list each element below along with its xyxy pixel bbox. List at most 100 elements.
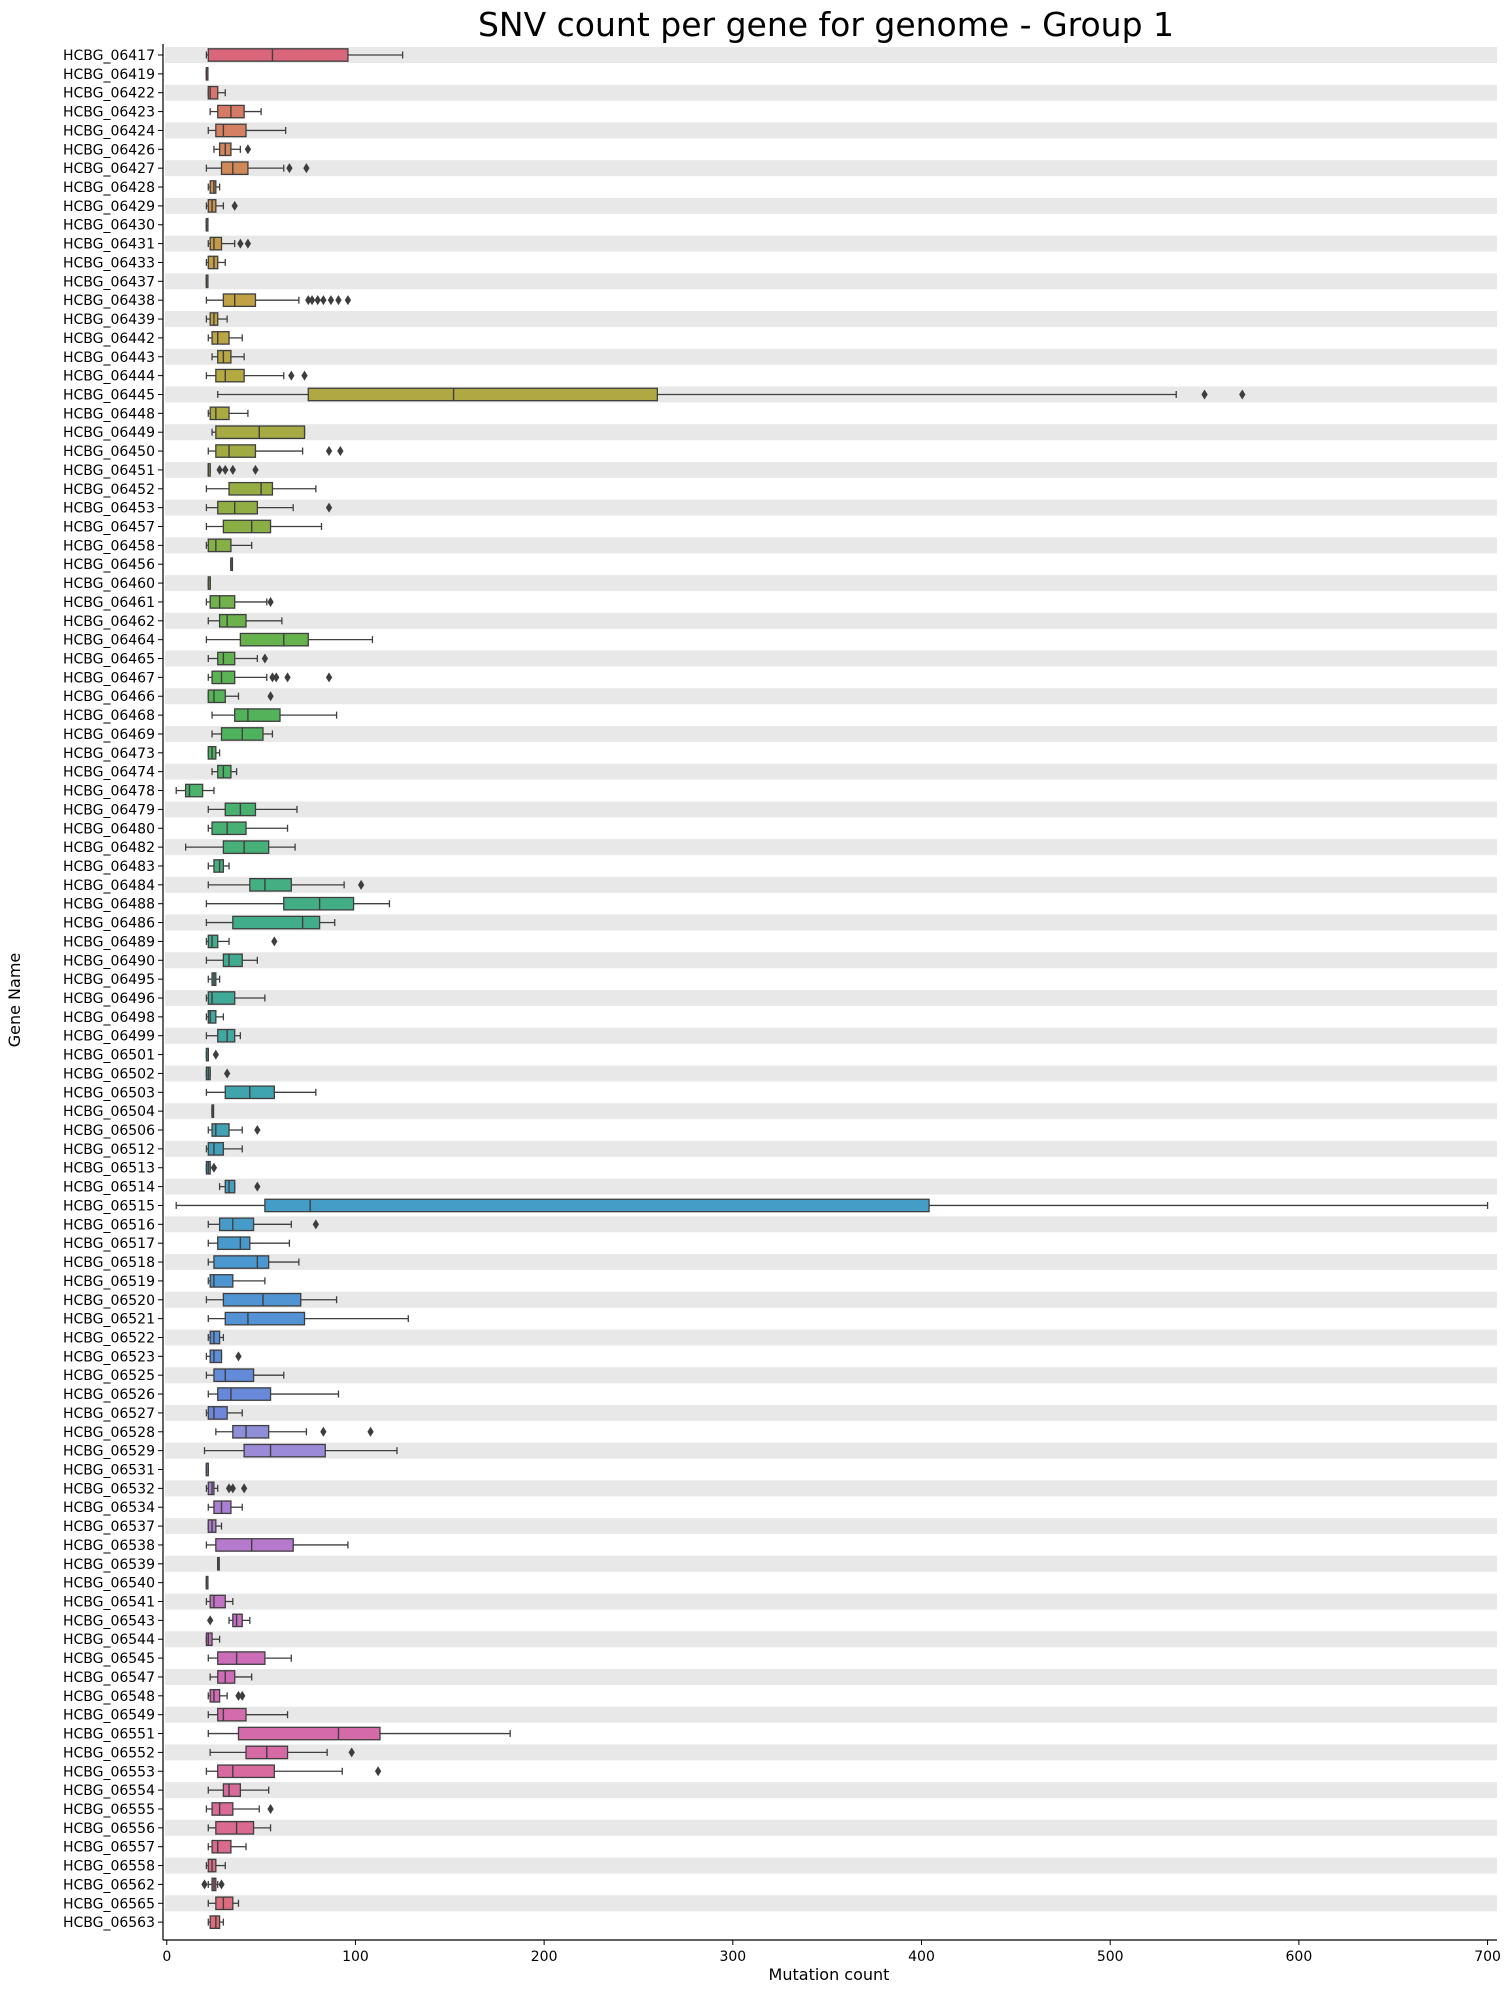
y-tick-label: HCBG_06437 bbox=[63, 274, 155, 290]
box-HCBG_06419 bbox=[205, 67, 209, 81]
box-HCBG_06490 bbox=[205, 953, 258, 968]
y-tick-label: HCBG_06462 bbox=[63, 614, 155, 630]
y-tick-label: HCBG_06426 bbox=[63, 142, 155, 158]
box-HCBG_06514 bbox=[218, 1179, 261, 1194]
outlier-point bbox=[344, 295, 352, 306]
y-tick-label: HCBG_06428 bbox=[63, 180, 155, 196]
outlier-point bbox=[231, 200, 238, 211]
outlier-point bbox=[267, 691, 274, 702]
outlier-point bbox=[239, 1690, 246, 1701]
y-tick-label: HCBG_06525 bbox=[63, 1368, 155, 1384]
box-iqr bbox=[211, 1839, 232, 1854]
y-tick-label: HCBG_06537 bbox=[63, 1519, 155, 1535]
outlier-point bbox=[267, 1803, 274, 1814]
box-HCBG_06442 bbox=[207, 331, 243, 345]
y-tick-label: HCBG_06522 bbox=[63, 1330, 155, 1346]
box-HCBG_06549 bbox=[207, 1707, 289, 1722]
y-tick-label: HCBG_06490 bbox=[63, 953, 155, 969]
outlier-point bbox=[325, 446, 333, 457]
row-band bbox=[165, 1593, 1497, 1610]
box-HCBG_06433 bbox=[205, 255, 226, 270]
y-tick-label: HCBG_06427 bbox=[63, 161, 155, 177]
box-HCBG_06488 bbox=[205, 896, 391, 911]
outlier-point bbox=[301, 370, 308, 381]
x-tick-label: 400 bbox=[908, 1949, 935, 1965]
box-HCBG_06501 bbox=[205, 1047, 219, 1062]
box-iqr bbox=[264, 1198, 930, 1213]
y-tick-label: HCBG_06503 bbox=[63, 1085, 155, 1101]
row-band bbox=[165, 311, 1497, 328]
box-HCBG_06544 bbox=[205, 1632, 221, 1647]
box-HCBG_06427 bbox=[205, 161, 310, 176]
row-band bbox=[165, 763, 1497, 780]
box-iqr bbox=[220, 161, 249, 176]
y-tick-label: HCBG_06544 bbox=[63, 1632, 155, 1648]
box-HCBG_06461 bbox=[205, 595, 274, 609]
box-HCBG_06465 bbox=[207, 651, 269, 666]
outlier-point bbox=[325, 502, 333, 513]
box-HCBG_06499 bbox=[205, 1028, 242, 1043]
outlier-point bbox=[235, 1351, 242, 1362]
y-axis: HCBG_06417 HCBG_06419 HCBG_06422 HCBG_06423… bbox=[63, 44, 164, 1940]
outlier-point bbox=[303, 163, 310, 174]
box-iqr bbox=[215, 368, 245, 383]
chart-title: SNV count per gene for genome - Group 1 bbox=[478, 5, 1174, 44]
y-tick-label: HCBG_06506 bbox=[63, 1123, 155, 1139]
box-HCBG_06478 bbox=[175, 783, 215, 798]
row-band bbox=[165, 197, 1497, 214]
box-iqr bbox=[207, 538, 232, 553]
y-tick-label: HCBG_06430 bbox=[63, 218, 155, 234]
box-iqr bbox=[222, 293, 257, 308]
box-iqr bbox=[218, 1217, 255, 1232]
box-iqr bbox=[217, 1028, 236, 1043]
box-iqr bbox=[217, 1670, 236, 1684]
outlier-point bbox=[216, 464, 223, 475]
box-iqr bbox=[207, 85, 219, 100]
box-iqr bbox=[209, 180, 217, 194]
box-iqr bbox=[283, 896, 355, 911]
x-tick-label: 300 bbox=[719, 1949, 746, 1965]
outlier-point bbox=[254, 1125, 261, 1136]
row-band bbox=[165, 1254, 1497, 1271]
outlier-point bbox=[212, 1049, 219, 1060]
y-tick-label: HCBG_06551 bbox=[63, 1727, 155, 1743]
box-HCBG_06554 bbox=[207, 1783, 270, 1797]
row-band bbox=[165, 1329, 1497, 1346]
box-iqr bbox=[224, 1311, 306, 1326]
box-HCBG_06558 bbox=[205, 1858, 226, 1873]
outlier-point bbox=[335, 295, 342, 306]
box-iqr bbox=[211, 1802, 234, 1816]
outlier-point bbox=[237, 238, 244, 249]
box-iqr bbox=[215, 425, 306, 440]
x-axis: 0 100 200 300 400 500 600 700 bbox=[162, 1939, 1501, 1965]
y-tick-label: HCBG_06456 bbox=[63, 557, 155, 573]
outlier-point bbox=[254, 1181, 261, 1192]
box-HCBG_06515 bbox=[175, 1198, 1489, 1213]
box-iqr bbox=[239, 632, 309, 647]
row-band bbox=[165, 1178, 1497, 1195]
box-HCBG_06424 bbox=[207, 123, 287, 138]
box-HCBG_06552 bbox=[209, 1745, 355, 1760]
box-iqr bbox=[215, 1538, 294, 1552]
box-HCBG_06523 bbox=[205, 1349, 242, 1364]
outlier-point bbox=[325, 672, 333, 683]
y-tick-label: HCBG_06496 bbox=[63, 991, 155, 1007]
box-iqr bbox=[217, 500, 258, 515]
box-iqr bbox=[207, 689, 226, 704]
box-HCBG_06451 bbox=[207, 463, 259, 477]
box-HCBG_06532 bbox=[205, 1481, 248, 1496]
y-tick-label: HCBG_06562 bbox=[63, 1877, 155, 1893]
y-tick-label: HCBG_06461 bbox=[63, 595, 155, 611]
y-tick-label: HCBG_06422 bbox=[63, 86, 155, 102]
row-band bbox=[165, 499, 1497, 516]
box-HCBG_06469 bbox=[211, 727, 274, 741]
box-iqr bbox=[217, 349, 232, 364]
y-tick-label: HCBG_06558 bbox=[63, 1859, 155, 1875]
box-HCBG_06431 bbox=[207, 236, 252, 251]
box-HCBG_06468 bbox=[211, 708, 338, 722]
box-HCBG_06513 bbox=[205, 1160, 218, 1175]
box-HCBG_06430 bbox=[205, 217, 209, 232]
y-tick-label: HCBG_06458 bbox=[63, 538, 155, 554]
y-tick-label: HCBG_06527 bbox=[63, 1406, 155, 1422]
box-HCBG_06545 bbox=[207, 1651, 292, 1665]
